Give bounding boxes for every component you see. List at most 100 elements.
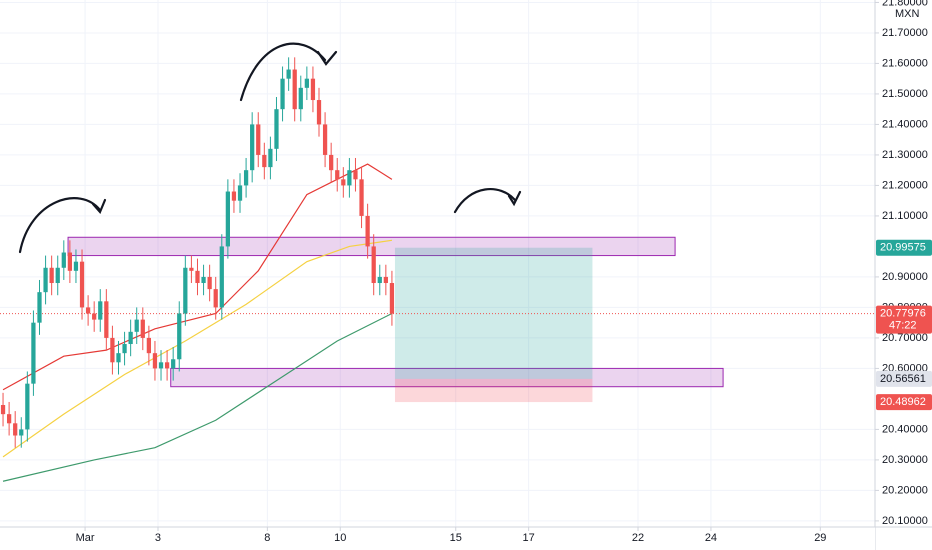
candle-body (353, 170, 358, 180)
candle-body (37, 292, 42, 323)
candle-body (335, 170, 340, 180)
candle-body (329, 154, 334, 171)
candle-body (158, 362, 164, 369)
y-tick-label: 20.40000 (882, 423, 928, 435)
candle-body (13, 423, 18, 436)
price-label: 20.77976 (880, 307, 926, 319)
candle-body (31, 322, 36, 384)
candle-body (237, 185, 243, 201)
candle-body (359, 179, 364, 216)
y-tick-label: 20.20000 (882, 484, 928, 496)
y-tick-label: 20.90000 (882, 271, 928, 283)
candle-body (201, 276, 206, 284)
candle-body (49, 267, 54, 284)
candle-body (207, 276, 212, 290)
countdown: 47:22 (889, 319, 917, 331)
candle-body (73, 261, 79, 271)
candle-body (219, 246, 224, 308)
candle-body (128, 331, 133, 345)
price-label: 20.56561 (880, 373, 926, 385)
candle-body (365, 215, 370, 247)
grid (0, 0, 875, 527)
candle-body (377, 276, 382, 284)
candle-body (134, 319, 139, 332)
y-axis-panel (875, 0, 932, 550)
candle-body (383, 276, 388, 284)
candle-body (286, 69, 291, 79)
moving-average (2, 163, 393, 391)
y-tick-label: 20.10000 (882, 515, 928, 527)
x-tick-label: 17 (523, 532, 535, 544)
moving-average (2, 239, 393, 458)
currency: MXN (895, 8, 920, 20)
candle-body (55, 267, 60, 284)
y-tick-label: 21.50000 (882, 88, 928, 100)
price-label: 20.99575 (880, 242, 926, 254)
candle-body (304, 78, 309, 88)
candle-body (189, 267, 194, 271)
y-tick-label: 21.80000 (882, 0, 928, 8)
candle-body (389, 283, 395, 314)
candle-body (146, 337, 151, 354)
y-tick-label: 21.70000 (882, 27, 928, 39)
candle-body (316, 100, 322, 125)
candle-body (195, 270, 200, 284)
x-axis-panel (0, 527, 875, 550)
candle-body (92, 313, 97, 320)
candle-body (85, 307, 91, 314)
drawings (18, 42, 522, 254)
price-label-bg (876, 239, 932, 256)
candle-body (6, 414, 12, 424)
x-tick-label: 8 (264, 532, 270, 544)
y-tick-label: 21.10000 (882, 210, 928, 222)
candle-body (43, 267, 48, 293)
candle-body (177, 313, 182, 360)
arrow-head (91, 198, 107, 215)
candle-body (347, 170, 352, 186)
stop-area (394, 378, 593, 403)
candle-body (171, 359, 176, 369)
candle-body (110, 337, 115, 363)
candle-body (79, 261, 85, 308)
candle-body (25, 383, 30, 430)
target-area (394, 247, 593, 379)
candle-body (116, 353, 121, 363)
candle-body (256, 124, 261, 155)
candle-body (268, 148, 273, 168)
candle-body (152, 353, 158, 369)
candle-body (140, 319, 145, 338)
x-tick-label: Mar (76, 532, 95, 544)
plot-area (0, 57, 875, 482)
curved-arrow (453, 188, 517, 214)
candle-body (231, 191, 237, 201)
candle-body (0, 405, 6, 415)
moving-average (2, 312, 393, 482)
x-tick-label: 22 (632, 532, 644, 544)
candle-body (292, 69, 297, 110)
candle-body (61, 252, 66, 268)
candle-body (243, 170, 249, 186)
price-label-bg (876, 370, 932, 387)
price-label-bg (876, 305, 932, 334)
candle-body (371, 246, 376, 284)
candle-body (225, 191, 230, 247)
x-tick-label: 3 (155, 532, 161, 544)
arrow-head (316, 50, 338, 66)
x-tick-label: 15 (450, 532, 462, 544)
candle-body (298, 87, 303, 110)
candle-body (19, 429, 24, 436)
arrow-head (507, 190, 522, 207)
candle-body (164, 362, 170, 369)
y-tick-label: 20.70000 (882, 332, 928, 344)
y-tick-label: 21.60000 (882, 57, 928, 69)
candle-body (104, 301, 109, 338)
candle-body (183, 267, 188, 314)
candle-body (280, 78, 285, 110)
curved-arrow (239, 42, 327, 102)
x-tick-label: 10 (334, 532, 346, 544)
candle-body (213, 289, 218, 308)
y-tick-label: 21.40000 (882, 118, 928, 130)
candle-body (310, 78, 316, 101)
candle-body (122, 344, 127, 354)
